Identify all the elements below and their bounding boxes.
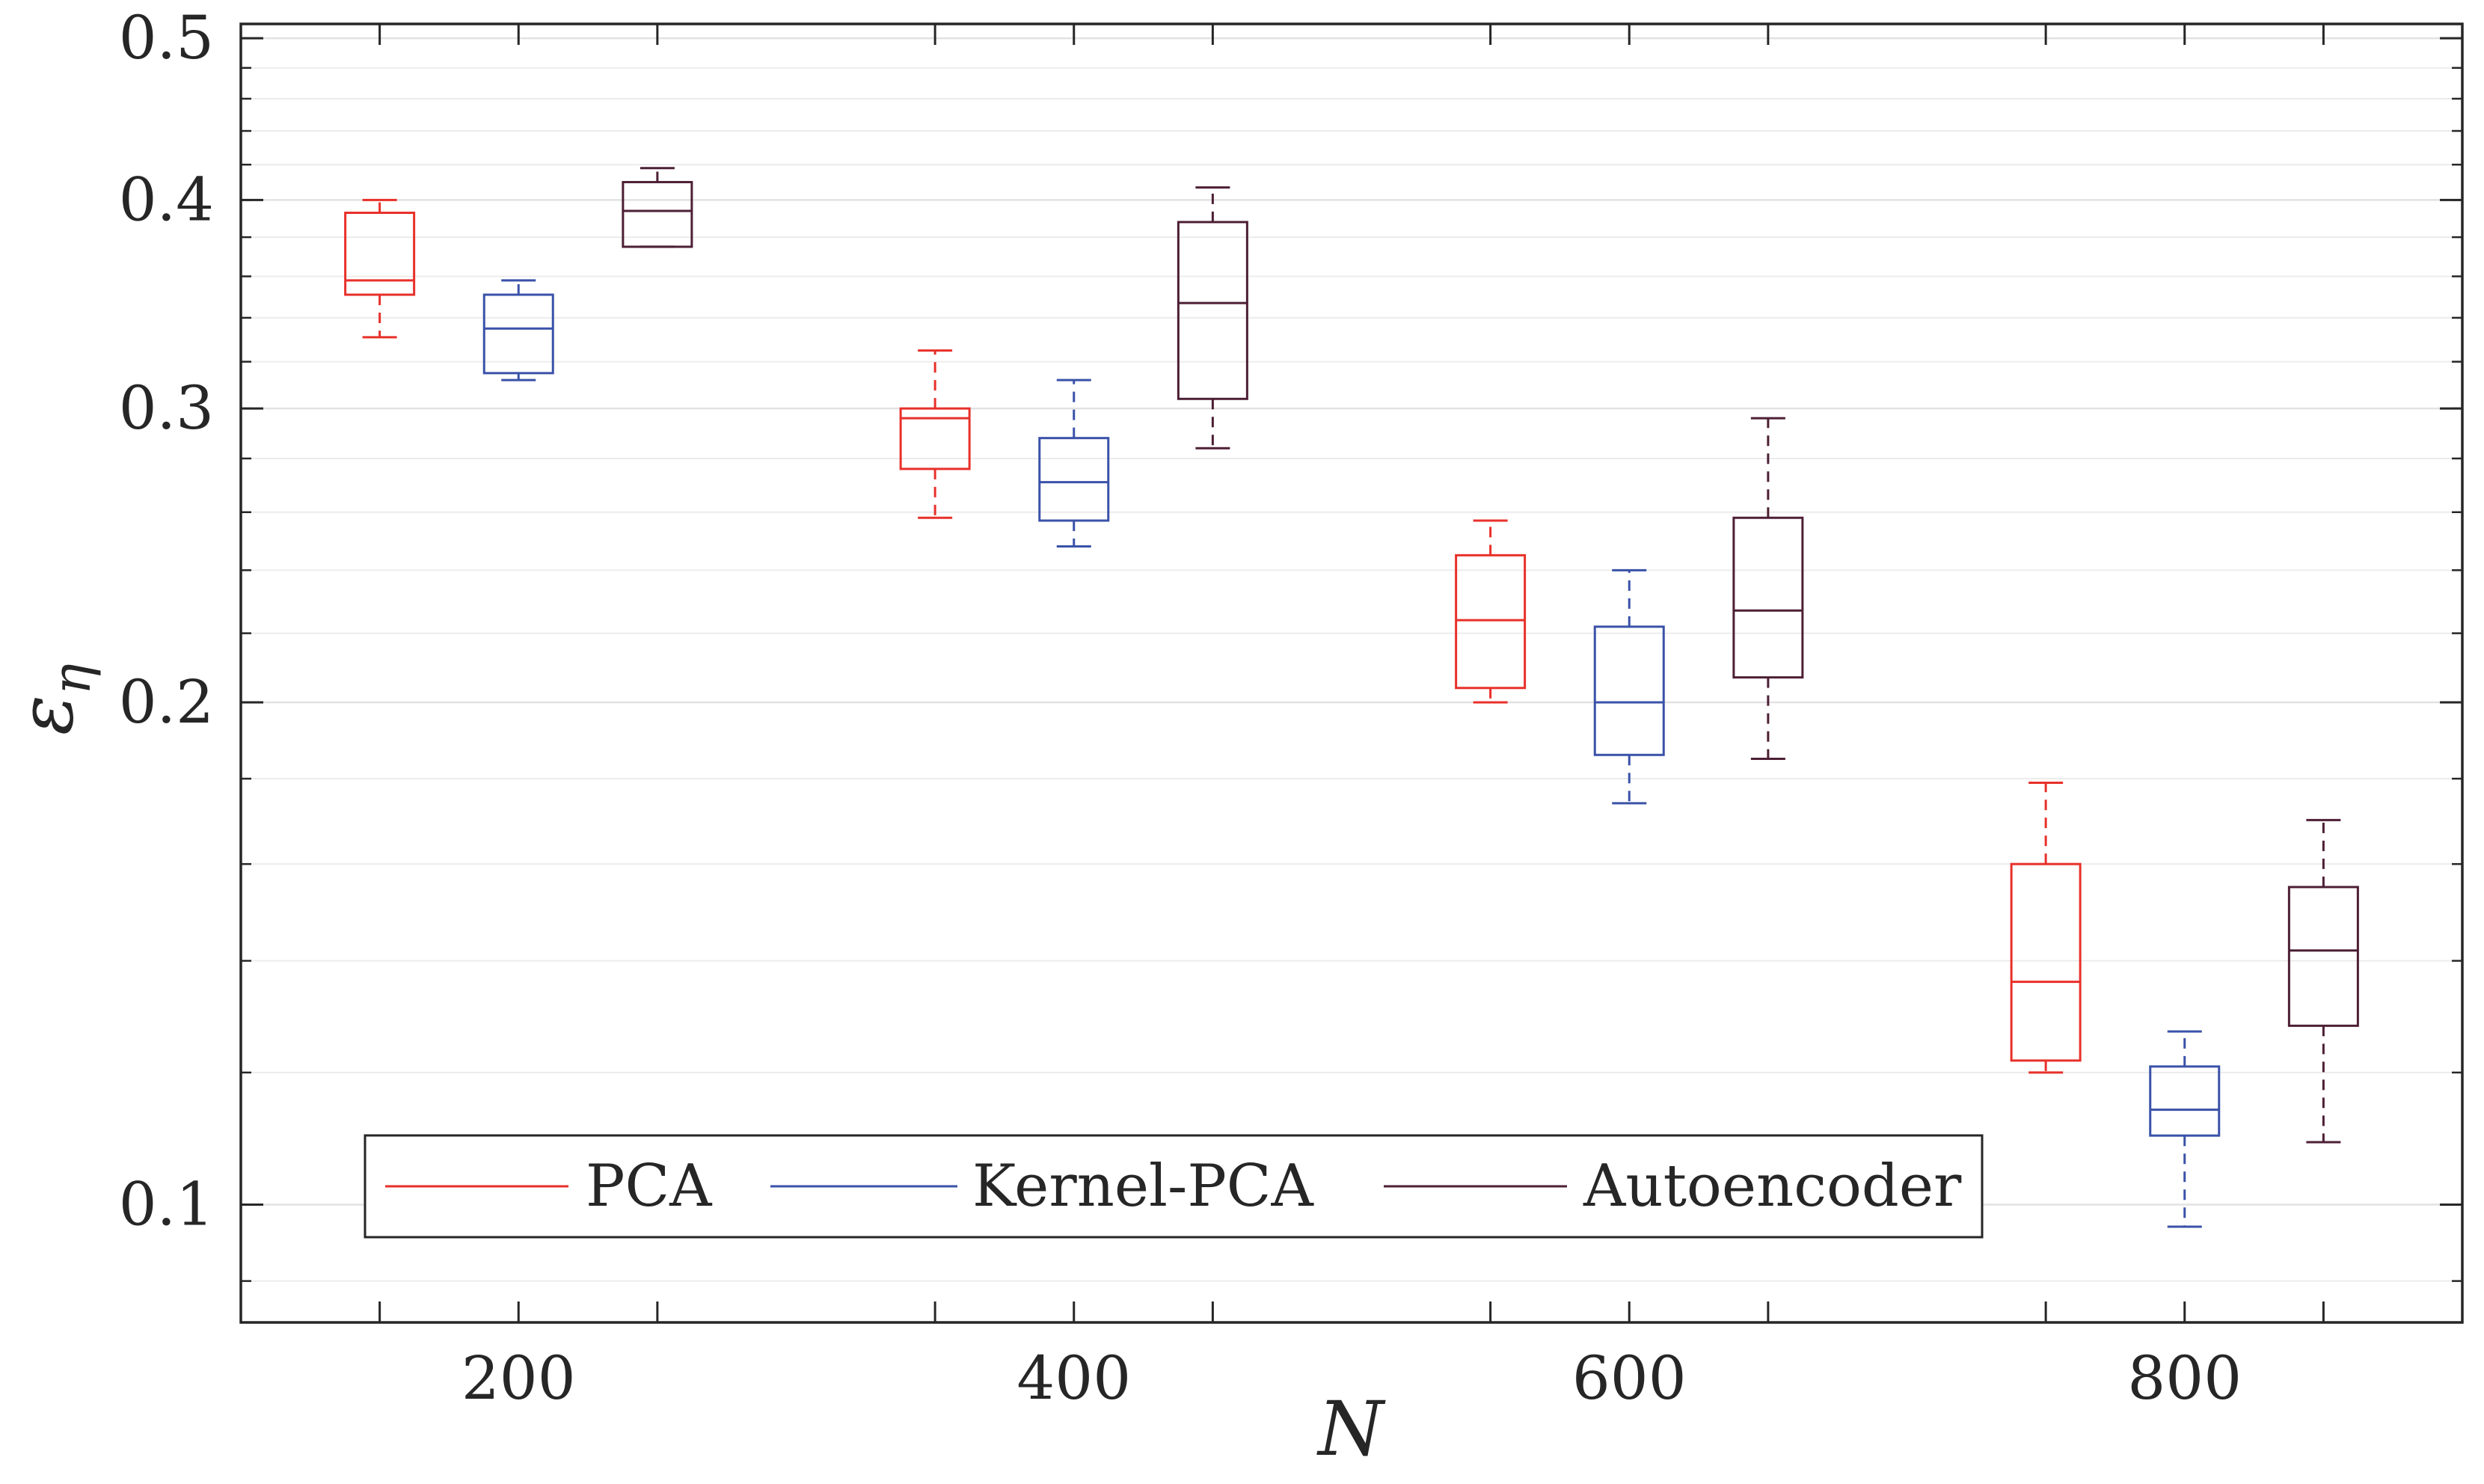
y-axis-title: ε <box>2 695 90 735</box>
ticks <box>241 24 2462 1322</box>
axes-frame <box>239 22 2464 1324</box>
legend-label-pca: PCA <box>586 1153 713 1220</box>
box-iqr <box>2149 1065 2221 1137</box>
box-iqr <box>1038 437 1110 522</box>
y-tick-label: 0.2 <box>119 667 214 737</box>
y-axis-subscript: η <box>41 663 102 695</box>
box-pca-150 <box>344 198 416 339</box>
x-tick-label: 400 <box>1016 1343 1131 1413</box>
box-iqr <box>1177 221 1248 400</box>
x-tick-label: 200 <box>461 1343 576 1413</box>
box-iqr <box>1455 554 1527 690</box>
y-tick-label: 0.1 <box>119 1170 214 1239</box>
box-iqr <box>1732 516 1804 679</box>
box-autoencoder-250 <box>622 167 693 248</box>
x-tick-label: 800 <box>2127 1343 2242 1413</box>
box-pca-750 <box>2010 781 2082 1074</box>
box-kernel-pca-400 <box>1038 378 1110 548</box>
y-tick-label: 0.4 <box>119 165 214 234</box>
svg-text:εη: εη <box>2 663 102 735</box>
legend: PCA Kernel-PCA Autoencoder <box>364 1134 1984 1239</box>
box-kernel-pca-600 <box>1593 568 1665 805</box>
y-tick-label: 0.3 <box>119 373 214 443</box>
y-tick-label: 0.5 <box>119 3 214 73</box>
box-kernel-pca-800 <box>2149 1030 2221 1228</box>
box-iqr <box>899 407 971 470</box>
box-iqr <box>482 293 554 375</box>
box-autoencoder-850 <box>2287 818 2359 1144</box>
box-iqr <box>622 180 693 248</box>
box-iqr <box>1593 625 1665 756</box>
box-iqr <box>2287 886 2359 1027</box>
tick-labels: 0.1 0.2 0.3 0.4 0.5 200 400 600 800 <box>119 3 2242 1413</box>
box-autoencoder-650 <box>1732 417 1804 760</box>
boxes <box>344 167 2359 1228</box>
box-iqr <box>2010 862 2082 1062</box>
box-kernel-pca-200 <box>482 279 554 381</box>
box-pca-350 <box>899 349 971 519</box>
legend-label-autoencoder: Autoencoder <box>1583 1153 1962 1220</box>
y-axis-title-group: εη <box>2 663 102 735</box>
grid <box>241 37 2462 1282</box>
x-axis-title: N <box>1316 1385 1386 1473</box>
x-tick-label: 600 <box>1572 1343 1687 1413</box>
box-autoencoder-450 <box>1177 186 1248 450</box>
legend-box <box>364 1134 1984 1239</box>
box-pca-550 <box>1455 519 1527 704</box>
box-iqr <box>344 211 416 296</box>
legend-label-kernel-pca: Kernel-PCA <box>972 1153 1314 1220</box>
